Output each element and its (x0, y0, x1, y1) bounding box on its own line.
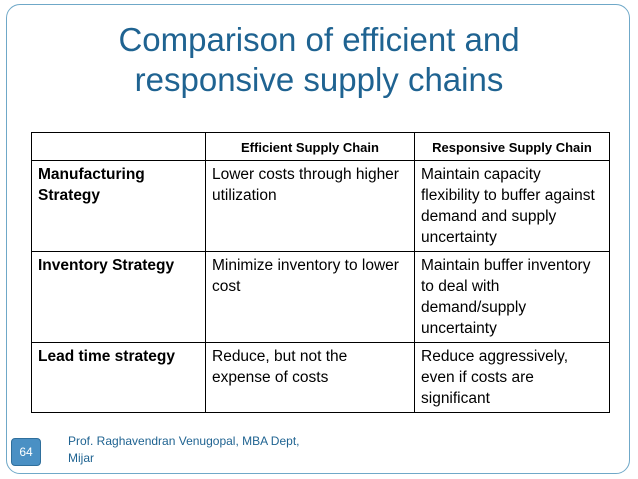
cell-efficient: Reduce, but not the expense of costs (205, 342, 415, 413)
row-label-manufacturing: Manufacturing Strategy (31, 160, 206, 252)
slide-number-badge: 64 (11, 438, 41, 466)
header-cell-responsive: Responsive Supply Chain (414, 132, 610, 161)
cell-efficient: Minimize inventory to lower cost (205, 251, 415, 343)
slide-title-line-2: responsive supply chains (134, 61, 504, 98)
table-row: Lead time strategy Reduce, but not the e… (31, 342, 610, 413)
row-label-inventory: Inventory Strategy (31, 251, 206, 343)
cell-responsive: Reduce aggressively, even if costs are s… (414, 342, 610, 413)
cell-responsive: Maintain capacity flexibility to buffer … (414, 160, 610, 252)
table-row: Manufacturing Strategy Lower costs throu… (31, 160, 610, 252)
comparison-table: Efficient Supply Chain Responsive Supply… (31, 132, 610, 413)
table-header-row: Efficient Supply Chain Responsive Supply… (31, 132, 610, 161)
footer-author: Prof. Raghavendran Venugopal, MBA Dept, … (68, 433, 328, 467)
header-cell-blank (31, 132, 206, 161)
cell-responsive: Maintain buffer inventory to deal with d… (414, 251, 610, 343)
row-label-lead-time: Lead time strategy (31, 342, 206, 413)
cell-efficient: Lower costs through higher utilization (205, 160, 415, 252)
table-row: Inventory Strategy Minimize inventory to… (31, 251, 610, 343)
footer-line-1: Prof. Raghavendran Venugopal, MBA Dept, (68, 434, 300, 448)
slide-frame (6, 4, 630, 474)
slide-title: Comparison of efficient and responsive s… (40, 20, 598, 100)
footer-line-2: Mijar (68, 451, 94, 465)
slide-title-line-1: Comparison of efficient and (118, 21, 520, 58)
header-cell-efficient: Efficient Supply Chain (205, 132, 415, 161)
